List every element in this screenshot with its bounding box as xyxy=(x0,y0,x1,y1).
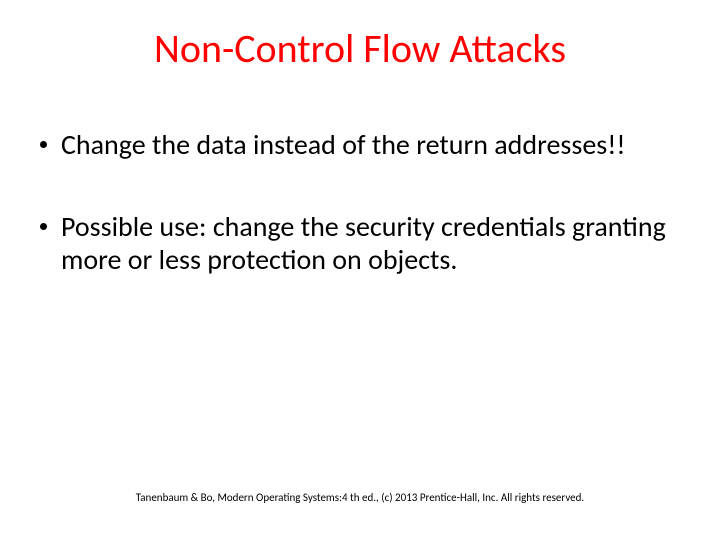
bullet-dot-icon xyxy=(40,141,47,148)
bullet-text: Possible use: change the security creden… xyxy=(61,210,680,277)
slide-body: Change the data instead of the return ad… xyxy=(40,128,680,325)
bullet-item: Possible use: change the security creden… xyxy=(40,210,680,277)
slide-title: Non-Control Flow Attacks xyxy=(0,24,720,73)
bullet-dot-icon xyxy=(40,223,47,230)
bullet-text: Change the data instead of the return ad… xyxy=(61,128,680,162)
slide-footer: Tanenbaum & Bo, Modern Operating Systems… xyxy=(0,491,720,504)
bullet-item: Change the data instead of the return ad… xyxy=(40,128,680,162)
slide: Non-Control Flow Attacks Change the data… xyxy=(0,0,720,540)
